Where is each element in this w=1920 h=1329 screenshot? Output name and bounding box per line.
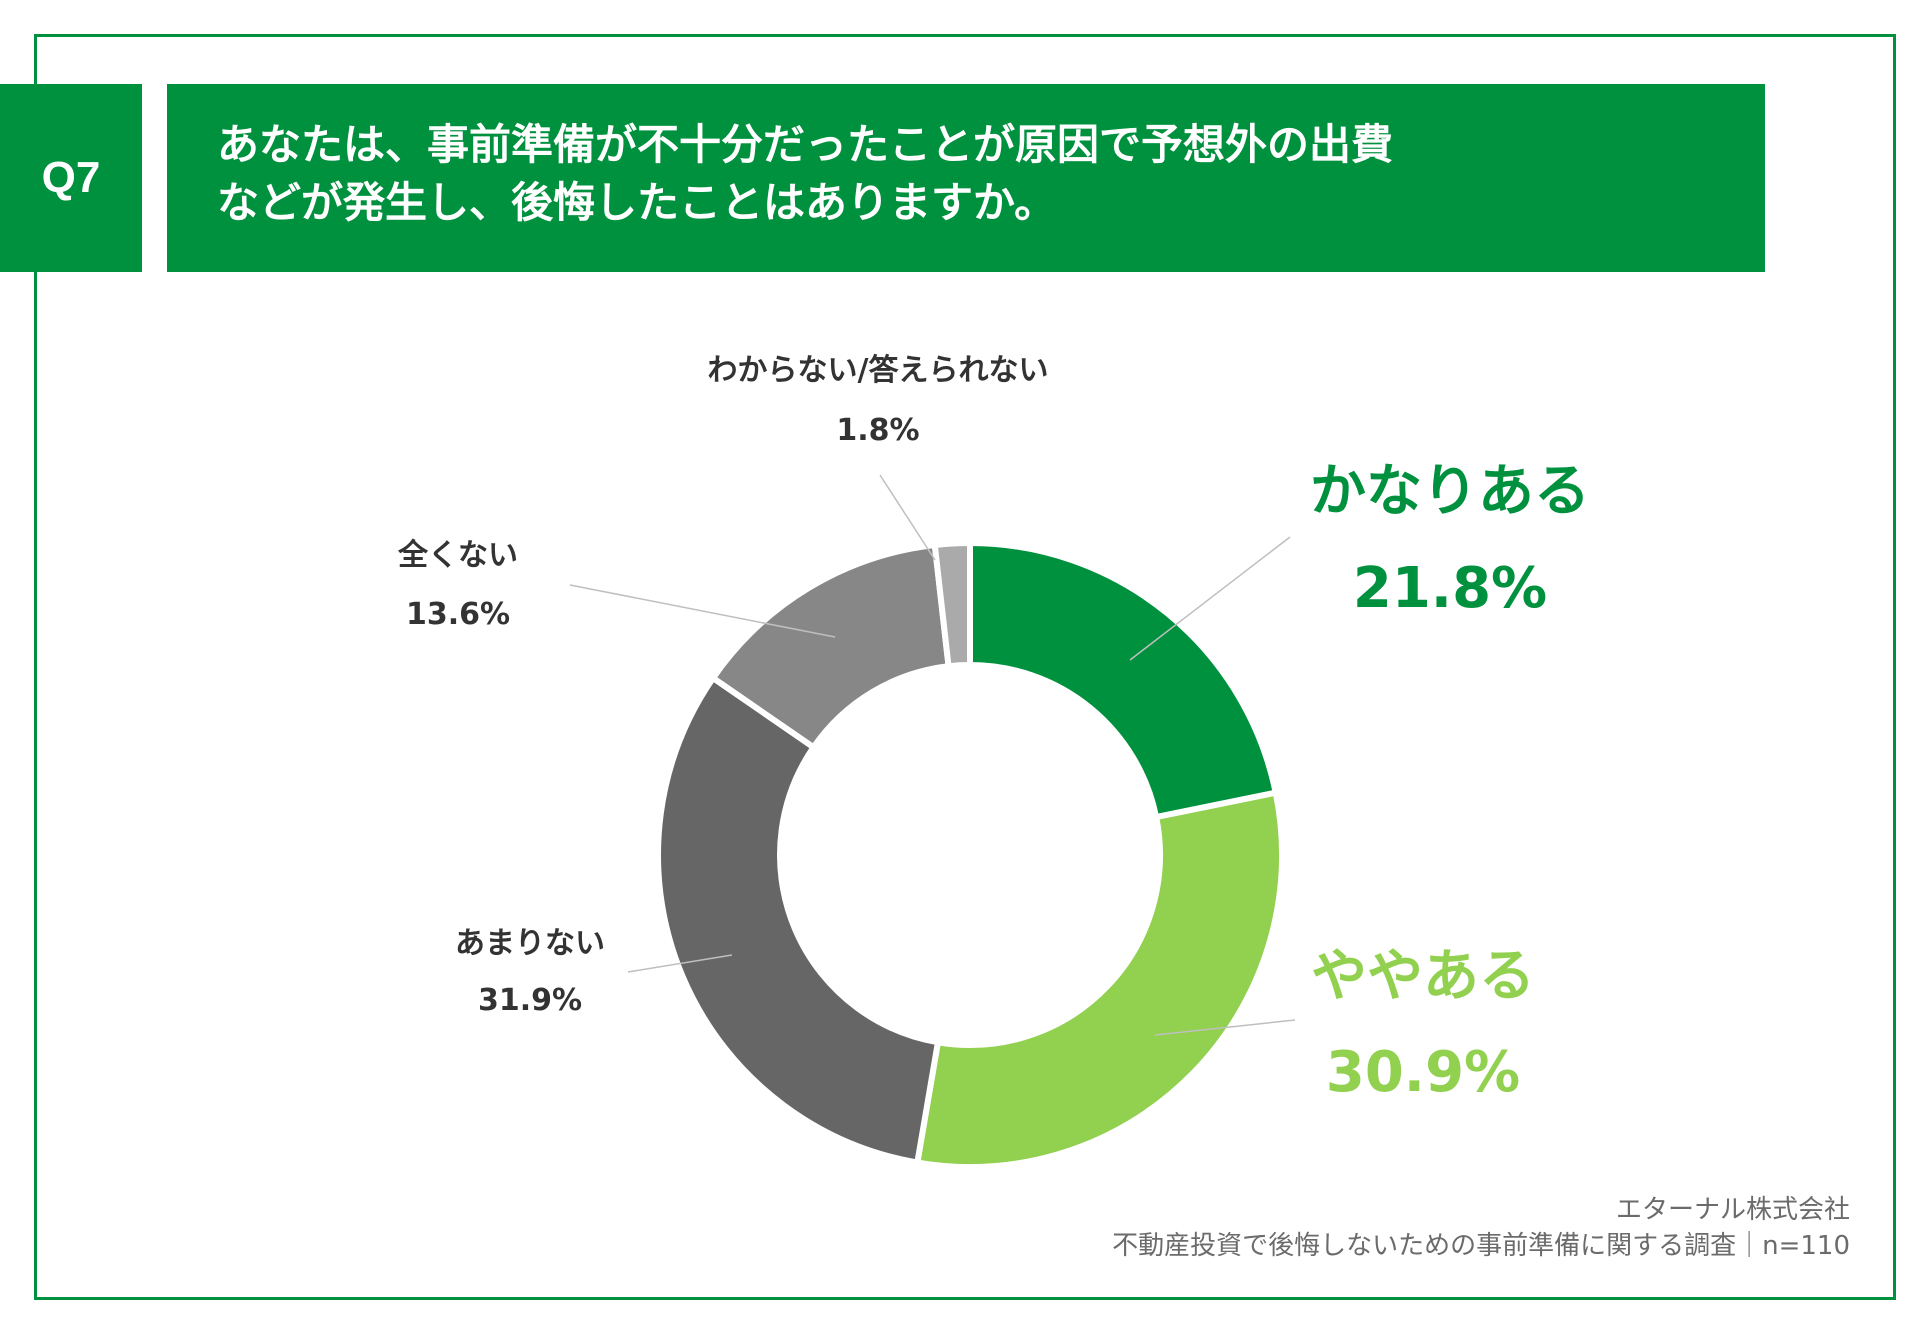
donut-slice-3 (655, 673, 942, 1166)
donut-slice-5 (931, 539, 973, 670)
source-survey: 不動産投資で後悔しないための事前準備に関する調査｜n=110 (1112, 1231, 1850, 1261)
leader-line-1 (1129, 536, 1291, 661)
slice-label-2: ややある (1311, 944, 1535, 1009)
donut-slices (655, 539, 1285, 1170)
leader-lines (569, 474, 1296, 1036)
slice-value-3: 31.9% (478, 983, 582, 1018)
leader-line-3 (627, 954, 733, 973)
slice-label-1: かなりある (1310, 459, 1590, 524)
slice-labels: かなりある 21.8% ややある 30.9% あまりない 31.9% 全くない 13.6% わか… (397, 353, 1590, 1105)
source-note: エターナル株式会社 不動産投資で後悔しないための事前準備に関する調査｜n=110 (1112, 1192, 1850, 1264)
slice-value-4: 13.6% (406, 597, 510, 632)
slice-value-1: 21.8% (1353, 556, 1547, 621)
question-number-badge: Q7 (0, 84, 142, 272)
slice-label-4: 全くない (397, 538, 518, 573)
slice-value-2: 30.9% (1326, 1040, 1520, 1105)
question-title-line-2: などが発生し、後悔したことはありますか。 (217, 178, 1057, 227)
leader-line-4 (569, 584, 836, 638)
leader-line-2 (1154, 1019, 1296, 1036)
donut-slice-1 (967, 539, 1280, 821)
slice-label-3: あまりない (455, 926, 605, 961)
source-company: エターナル株式会社 (1615, 1195, 1850, 1225)
slice-label-5: わからない/答えられない (708, 353, 1049, 388)
question-title: あなたは、事前準備が不十分だったことが原因で予想外の出費 などが発生し、後悔した… (167, 84, 1765, 272)
chart-frame (34, 34, 1896, 1300)
slice-value-5: 1.8% (836, 413, 919, 448)
leader-line-5 (879, 474, 936, 561)
donut-slice-2 (913, 789, 1285, 1170)
question-title-line-1: あなたは、事前準備が不十分だったことが原因で予想外の出費 (217, 120, 1394, 169)
